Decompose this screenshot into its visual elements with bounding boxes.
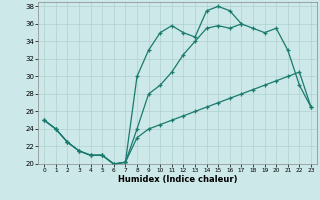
- X-axis label: Humidex (Indice chaleur): Humidex (Indice chaleur): [118, 175, 237, 184]
